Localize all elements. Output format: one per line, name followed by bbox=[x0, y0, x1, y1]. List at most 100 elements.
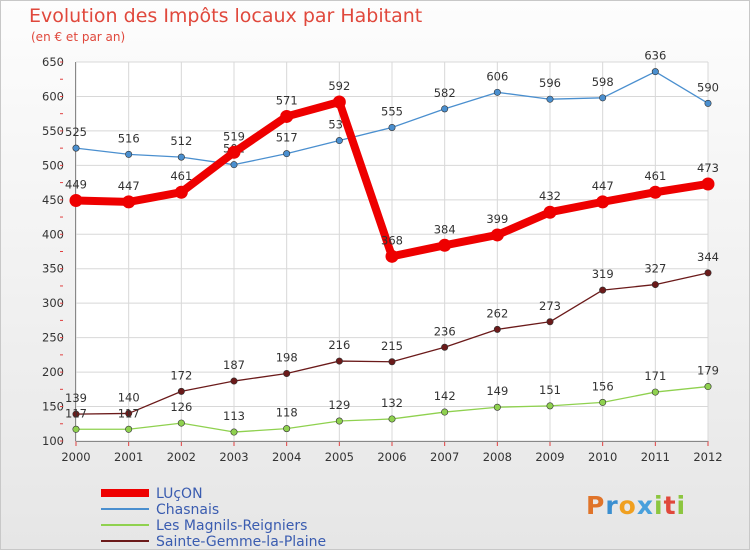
data-point bbox=[599, 398, 607, 406]
data-label: 132 bbox=[381, 396, 403, 410]
data-point bbox=[283, 425, 291, 433]
data-label: 592 bbox=[328, 79, 350, 93]
data-label: 156 bbox=[592, 379, 614, 393]
data-point bbox=[125, 409, 133, 417]
data-label: 179 bbox=[697, 364, 719, 378]
data-label: 319 bbox=[592, 267, 614, 281]
data-label: 447 bbox=[118, 179, 140, 193]
data-label: 596 bbox=[539, 76, 561, 90]
data-label: 187 bbox=[223, 358, 245, 372]
data-label: 126 bbox=[170, 400, 192, 414]
data-label: 140 bbox=[118, 390, 140, 404]
data-point bbox=[72, 425, 80, 433]
data-label: 262 bbox=[486, 306, 508, 320]
data-label: 384 bbox=[434, 222, 456, 236]
data-label: 636 bbox=[644, 49, 666, 63]
x-tick-label: 2009 bbox=[535, 450, 564, 464]
data-label: 129 bbox=[328, 398, 350, 412]
data-point bbox=[648, 185, 662, 199]
x-tick-label: 2011 bbox=[641, 450, 670, 464]
legend-label: LUçON bbox=[156, 486, 203, 502]
data-point bbox=[230, 161, 238, 169]
data-label: 216 bbox=[328, 338, 350, 352]
data-point bbox=[546, 402, 554, 410]
data-point bbox=[704, 99, 712, 107]
data-label: 516 bbox=[118, 131, 140, 145]
data-point bbox=[177, 153, 185, 161]
data-label: 215 bbox=[381, 339, 403, 353]
data-label: 519 bbox=[223, 129, 245, 143]
data-label: 139 bbox=[65, 391, 87, 405]
data-point bbox=[280, 109, 294, 123]
data-point bbox=[335, 357, 343, 365]
data-label: 171 bbox=[644, 369, 666, 383]
y-tick-label: 400 bbox=[42, 227, 64, 241]
x-tick-label: 2008 bbox=[483, 450, 512, 464]
y-tick-label: 350 bbox=[42, 262, 64, 276]
data-label: 447 bbox=[592, 179, 614, 193]
data-label: 582 bbox=[434, 86, 456, 100]
data-label: 606 bbox=[486, 69, 508, 83]
y-tick-label: 300 bbox=[42, 296, 64, 310]
data-point bbox=[332, 95, 346, 109]
data-label: 598 bbox=[592, 75, 614, 89]
data-label: 590 bbox=[697, 80, 719, 94]
data-point bbox=[230, 428, 238, 436]
data-point bbox=[651, 281, 659, 289]
data-label: 117 bbox=[65, 406, 87, 420]
data-point bbox=[701, 177, 715, 191]
y-tick-label: 450 bbox=[42, 193, 64, 207]
x-tick-label: 2006 bbox=[377, 450, 406, 464]
data-point bbox=[72, 144, 80, 152]
y-tick-label: 100 bbox=[42, 434, 64, 448]
data-label: 399 bbox=[486, 212, 508, 226]
y-tick-label: 600 bbox=[42, 89, 64, 103]
data-label: 473 bbox=[697, 161, 719, 175]
data-label: 117 bbox=[118, 406, 140, 420]
data-label: 198 bbox=[276, 350, 298, 364]
data-label: 517 bbox=[276, 131, 298, 145]
chart-subtitle: (en € et par an) bbox=[31, 30, 126, 44]
data-point bbox=[543, 205, 557, 219]
x-tick-label: 2010 bbox=[588, 450, 617, 464]
data-label: 142 bbox=[434, 389, 456, 403]
data-point bbox=[177, 387, 185, 395]
data-point bbox=[651, 388, 659, 396]
data-point bbox=[438, 238, 452, 252]
data-point bbox=[441, 343, 449, 351]
y-tick-label: 200 bbox=[42, 365, 64, 379]
data-label: 236 bbox=[434, 324, 456, 338]
x-tick-label: 2007 bbox=[430, 450, 459, 464]
data-point bbox=[441, 105, 449, 113]
data-point bbox=[441, 408, 449, 416]
data-label: 525 bbox=[65, 125, 87, 139]
data-point bbox=[72, 410, 80, 418]
data-label: 432 bbox=[539, 189, 561, 203]
data-label: 151 bbox=[539, 383, 561, 397]
x-tick-label: 2000 bbox=[61, 450, 90, 464]
data-point bbox=[230, 377, 238, 385]
data-label: 118 bbox=[276, 406, 298, 420]
data-point bbox=[227, 145, 241, 159]
data-label: 368 bbox=[381, 233, 403, 247]
data-label: 461 bbox=[170, 169, 192, 183]
data-point bbox=[546, 95, 554, 103]
data-point bbox=[335, 137, 343, 145]
data-point bbox=[388, 415, 396, 423]
x-tick-label: 2001 bbox=[114, 450, 143, 464]
data-point bbox=[174, 185, 188, 199]
data-point bbox=[596, 195, 610, 209]
data-label: 512 bbox=[170, 134, 192, 148]
x-tick-label: 2012 bbox=[693, 450, 722, 464]
data-point bbox=[704, 269, 712, 277]
data-label: 571 bbox=[276, 93, 298, 107]
data-label: 461 bbox=[644, 169, 666, 183]
x-tick-label: 2005 bbox=[325, 450, 354, 464]
data-point bbox=[69, 194, 83, 208]
data-point bbox=[704, 383, 712, 391]
y-tick-label: 500 bbox=[42, 158, 64, 172]
data-label: 555 bbox=[381, 104, 403, 118]
proxiti-logo: Proxiti bbox=[586, 491, 687, 520]
